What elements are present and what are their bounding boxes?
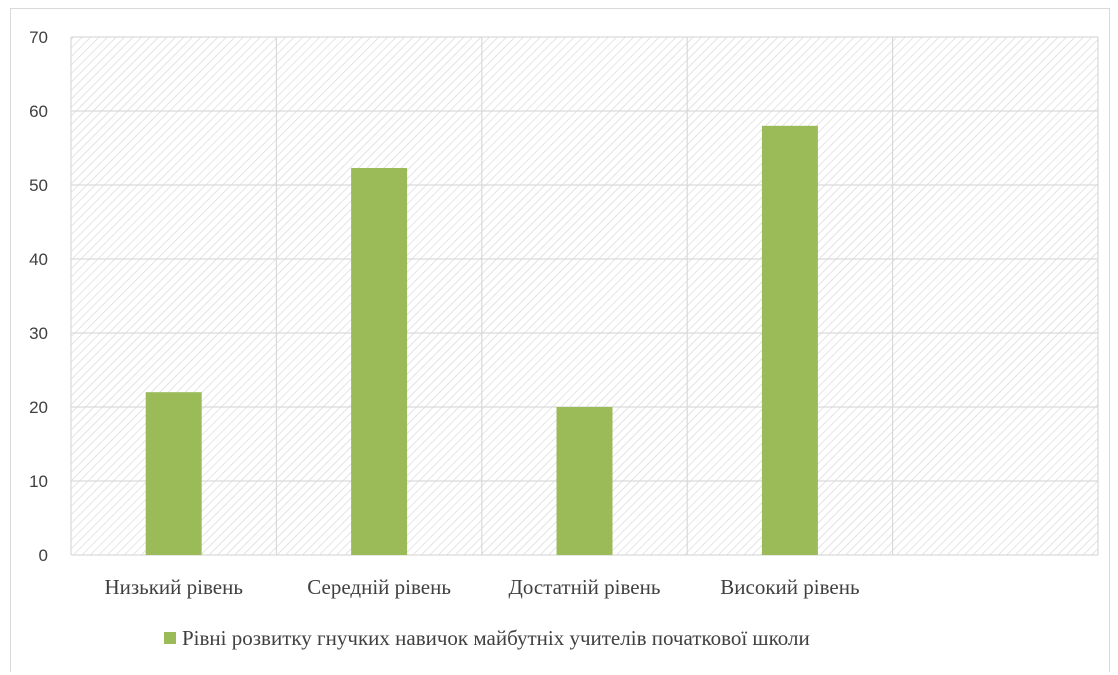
x-tick-label: Достатній рівень <box>509 575 661 599</box>
legend-label: Рівні розвитку гнучких навичок майбутніх… <box>182 626 810 650</box>
y-tick-label: 30 <box>29 324 48 343</box>
y-tick-label: 40 <box>29 250 48 269</box>
bar <box>351 167 408 556</box>
bars <box>145 125 818 556</box>
x-tick-label: Високий рівень <box>720 575 859 599</box>
x-tick-label: Низький рівень <box>104 575 242 599</box>
x-axis-ticks: Низький рівень Середній рівень Достатній р… <box>104 575 859 599</box>
y-tick-label: 70 <box>29 28 48 47</box>
legend-swatch <box>164 632 176 644</box>
y-tick-label: 10 <box>29 472 48 491</box>
legend: Рівні розвитку гнучких навичок майбутніх… <box>164 626 810 650</box>
bar <box>556 407 613 555</box>
y-tick-label: 60 <box>29 102 48 121</box>
bar <box>145 392 202 555</box>
y-tick-label: 20 <box>29 398 48 417</box>
y-axis-ticks: 0 10 20 30 40 50 60 70 <box>29 28 48 565</box>
y-tick-label: 50 <box>29 176 48 195</box>
x-tick-label: Середній рівень <box>307 575 451 599</box>
y-tick-label: 0 <box>39 546 48 565</box>
gridlines <box>70 36 1099 556</box>
bar <box>761 125 818 556</box>
